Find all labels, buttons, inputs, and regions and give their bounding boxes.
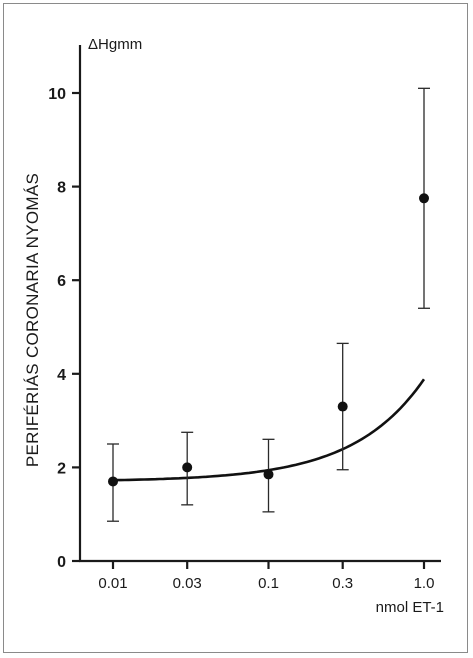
x-unit-label: nmol ET-1 — [376, 599, 444, 616]
data-point — [108, 476, 118, 487]
y-tick-label: 6 — [57, 273, 66, 290]
data-point — [182, 462, 193, 473]
x-tick-label: 1.0 — [414, 575, 435, 592]
x-tick-label: 0.1 — [258, 575, 279, 592]
x-tick-label: 0.01 — [98, 575, 127, 592]
error-bars — [107, 87, 430, 522]
y-axis-title: PERIFÉRIÁS CORONARIA NYOMÁS — [23, 173, 42, 467]
y-ticks: 0 2 4 6 8 10 — [48, 86, 80, 571]
y-tick-label: 2 — [57, 460, 66, 477]
data-point — [337, 401, 348, 412]
x-tick-label: 0.3 — [332, 575, 353, 592]
data-point — [263, 469, 274, 480]
data-points — [108, 193, 429, 487]
y-tick-label: 8 — [57, 180, 66, 197]
data-point — [419, 193, 429, 204]
x-ticks: 0.01 0.03 0.1 0.3 1.0 — [98, 561, 434, 592]
y-tick-label: 4 — [57, 367, 66, 384]
y-tick-label: 0 — [57, 554, 66, 571]
axes — [78, 45, 441, 563]
x-tick-label: 0.03 — [173, 575, 202, 592]
y-unit-label: ΔHgmm — [88, 36, 142, 53]
y-tick-label: 10 — [48, 86, 66, 103]
